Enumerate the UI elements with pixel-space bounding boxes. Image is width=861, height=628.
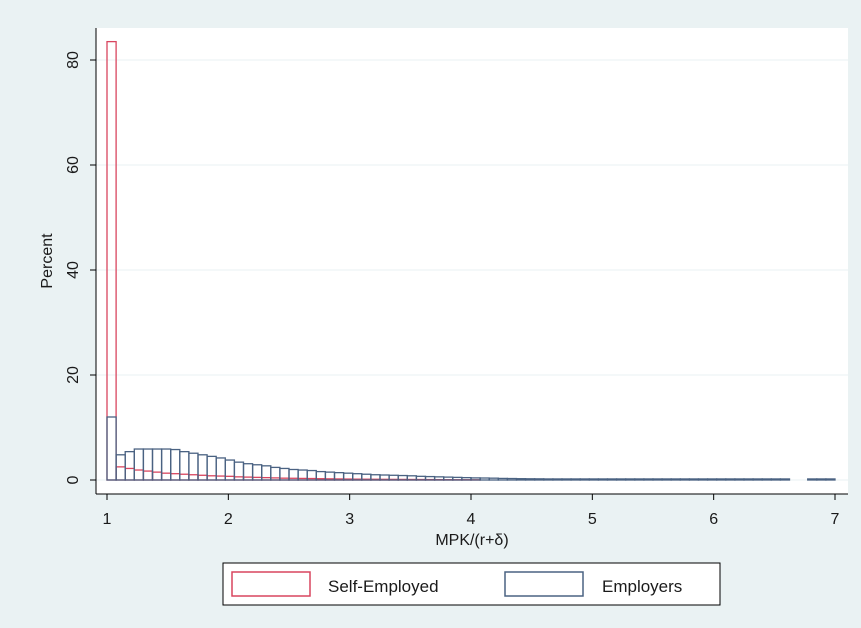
bar-employers-58 xyxy=(634,478,645,481)
plot-area xyxy=(96,28,848,494)
x-tick-label-3: 3 xyxy=(345,511,354,528)
bar-employers-71 xyxy=(752,478,763,481)
bar-employers-66 xyxy=(706,478,718,481)
y-tick-label-20: 20 xyxy=(65,366,82,384)
legend-swatch-employers xyxy=(504,571,584,597)
x-tick-label-7: 7 xyxy=(831,511,840,528)
bar-employers-64 xyxy=(688,478,700,481)
axes xyxy=(95,28,848,495)
x-tick-label-6: 6 xyxy=(709,511,718,528)
bar-employers-47 xyxy=(534,478,545,481)
bar-employers-59 xyxy=(643,478,654,481)
bar-employers-65 xyxy=(697,478,709,481)
bar-employers-63 xyxy=(679,478,691,481)
y-tick-label-60: 60 xyxy=(65,156,82,174)
x-tick-label-2: 2 xyxy=(224,511,233,528)
bar-employers-61 xyxy=(661,478,672,481)
bar-employers-53 xyxy=(588,478,600,481)
x-tick-label-5: 5 xyxy=(588,511,597,528)
bar-employers-73 xyxy=(770,478,782,481)
bar-employers-68 xyxy=(725,478,736,481)
legend-swatch-self-employed xyxy=(231,571,311,597)
x-tick-label-4: 4 xyxy=(467,511,476,528)
bar-employers-79 xyxy=(825,478,836,481)
x-tick-label-1: 1 xyxy=(103,511,112,528)
bar-employers-49 xyxy=(552,478,563,481)
bar-employers-57 xyxy=(625,478,636,481)
bar-employers-52 xyxy=(579,478,590,481)
bar-employers-69 xyxy=(734,478,745,481)
legend-label-self-employed: Self-Employed xyxy=(328,577,439,596)
bar-employers-72 xyxy=(761,478,772,481)
y-tick-label-40: 40 xyxy=(65,261,82,279)
bar-employers-55 xyxy=(606,478,618,481)
series-employers-bars xyxy=(106,416,836,481)
x-axis-title: MPK/(r+δ) xyxy=(435,532,508,549)
bar-employers-67 xyxy=(716,478,727,481)
bar-employers-74 xyxy=(779,478,791,481)
bar-employers-62 xyxy=(670,478,681,481)
legend-label-employers: Employers xyxy=(602,577,682,596)
bar-employers-60 xyxy=(652,478,663,481)
bar-employers-48 xyxy=(543,478,554,481)
bar-employers-0 xyxy=(106,416,117,481)
legend-box xyxy=(222,562,721,606)
bar-employers-78 xyxy=(816,478,827,481)
bar-employers-56 xyxy=(615,478,627,481)
bar-employers-50 xyxy=(561,478,572,481)
bar-employers-54 xyxy=(597,478,609,481)
bar-employers-77 xyxy=(807,478,818,481)
legend: Self-Employed Employers xyxy=(222,562,721,606)
bar-employers-46 xyxy=(524,478,536,481)
y-axis-title: Percent xyxy=(39,233,56,289)
bar-employers-70 xyxy=(743,478,754,481)
x-ticks: 1 2 3 4 5 6 7 xyxy=(103,494,840,528)
bar-employers-51 xyxy=(570,478,581,481)
y-tick-label-0: 0 xyxy=(65,475,82,484)
y-tick-label-80: 80 xyxy=(65,51,82,69)
y-ticks: 0 20 40 60 80 xyxy=(65,51,96,484)
